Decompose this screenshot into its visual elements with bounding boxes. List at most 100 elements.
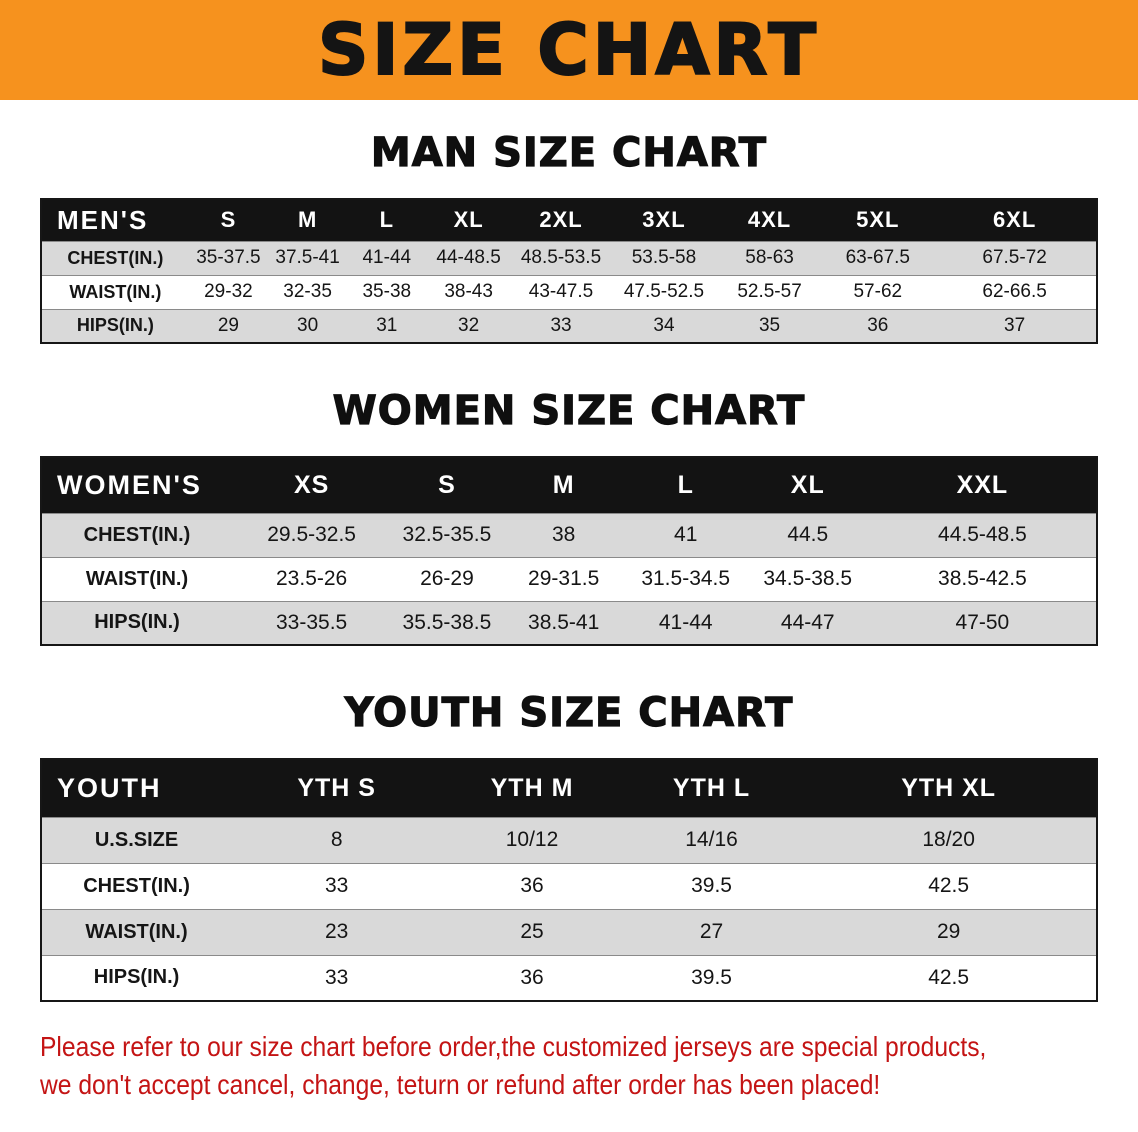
size-value-cell: 39.5 — [691, 874, 732, 897]
size-header-cell: 5XL — [822, 199, 934, 241]
size-value-cell: 31.5-34.5 — [641, 567, 731, 590]
measurement-row: U.S.SIZE 8 10/12 14/16 18/20 — [41, 817, 1097, 863]
size-value-cell: 29 — [217, 314, 239, 336]
header-row: WOMEN'S XS S M L XL XXL — [41, 457, 1097, 513]
row-label-cell: CHEST(IN.) — [83, 874, 190, 897]
size-header-cell: YTH XL — [801, 759, 1097, 817]
men-section-heading: MAN SIZE CHART — [370, 129, 768, 176]
size-header-cell: XXL — [868, 457, 1097, 513]
table-title-cell: MEN'S — [41, 199, 189, 241]
size-value-cell: 47-50 — [955, 610, 1010, 634]
size-value-cell: 33 — [324, 874, 349, 897]
size-value-cell: 35.5-38.5 — [402, 610, 492, 634]
size-header-cell: S — [188, 199, 269, 241]
size-value-cell: 8 — [330, 828, 343, 851]
women-size-table: WOMEN'S XS S M L XL XXL CHEST(IN.) 29.5-32.5 32.5… — [40, 456, 1098, 646]
row-label-cell: WAIST(IN.) — [85, 567, 189, 590]
size-value-cell: 14/16 — [685, 828, 738, 851]
size-value-cell: 26-29 — [420, 567, 474, 590]
measurement-row: CHEST(IN.) 33 36 39.5 42.5 — [41, 863, 1097, 909]
size-value-cell: 23 — [324, 920, 349, 943]
size-value-cell: 44.5-48.5 — [938, 523, 1027, 546]
size-header-cell: S — [391, 457, 503, 513]
youth-section-heading: YOUTH SIZE CHART — [344, 689, 794, 736]
size-header-cell: 2XL — [510, 199, 612, 241]
size-header-cell: YTH M — [442, 759, 622, 817]
row-label-cell: HIPS(IN.) — [76, 315, 154, 336]
size-value-cell: 35 — [758, 314, 781, 336]
measurement-row: WAIST(IN.) 29-32 32-35 35-38 38-43 43-47.5 47.… — [41, 275, 1097, 309]
size-value-cell: 62-66.5 — [982, 281, 1047, 302]
size-value-cell: 58-63 — [745, 247, 794, 268]
size-value-cell: 48.5-53.5 — [520, 247, 602, 268]
measurement-row: WAIST(IN.) 23.5-26 26-29 29-31.5 31.5-34.5 34… — [41, 557, 1097, 601]
size-value-cell: 41-44 — [658, 610, 713, 634]
size-header-cell: XS — [232, 457, 392, 513]
size-header-cell: L — [347, 199, 427, 241]
men-size-section: MAN SIZE CHART MEN'S S M L XL 2XL 3XL 4XL 5XL 6XL… — [0, 129, 1138, 344]
size-value-cell: 38 — [551, 523, 576, 546]
row-label-cell: WAIST(IN.) — [69, 281, 162, 302]
size-value-cell: 37.5-41 — [275, 247, 340, 268]
size-value-cell: 63-67.5 — [845, 247, 911, 268]
size-chart-banner: SIZE CHART — [0, 0, 1138, 100]
size-header-cell: XL — [746, 457, 869, 513]
size-value-cell: 44-48.5 — [436, 247, 501, 268]
row-label-cell: HIPS(IN.) — [94, 611, 180, 634]
row-label-cell: WAIST(IN.) — [85, 920, 188, 943]
size-value-cell: 35-37.5 — [196, 247, 261, 268]
size-value-cell: 29.5-32.5 — [267, 523, 356, 546]
size-value-cell: 41 — [674, 523, 698, 546]
row-label-cell: U.S.SIZE — [94, 828, 179, 851]
header-row: MEN'S S M L XL 2XL 3XL 4XL 5XL 6XL — [41, 199, 1097, 241]
footer-note-line2: we don't accept cancel, change, teturn o… — [40, 1068, 881, 1100]
size-value-cell: 44.5 — [787, 523, 829, 546]
size-value-cell: 67.5-72 — [982, 247, 1047, 268]
header-row: YOUTH YTH S YTH M YTH L YTH XL — [41, 759, 1097, 817]
size-value-cell: 42.5 — [928, 874, 970, 897]
size-value-cell: 33 — [550, 314, 572, 336]
men-size-table: MEN'S S M L XL 2XL 3XL 4XL 5XL 6XL CHEST(IN.) 35-37… — [40, 198, 1098, 344]
size-value-cell: 23.5-26 — [276, 567, 348, 590]
size-header-cell: M — [268, 199, 348, 241]
size-header-cell: 3XL — [611, 199, 717, 241]
size-value-cell: 38-43 — [444, 281, 493, 302]
measurement-row: CHEST(IN.) 29.5-32.5 32.5-35.5 38 41 44.5 44.5… — [41, 513, 1097, 557]
row-label-cell: CHEST(IN.) — [83, 523, 191, 546]
size-value-cell: 34 — [653, 314, 675, 336]
size-value-cell: 36 — [520, 965, 544, 989]
measurement-row: HIPS(IN.) 33 36 39.5 42.5 — [41, 955, 1097, 1001]
size-value-cell: 29-32 — [204, 281, 253, 302]
size-value-cell: 57-62 — [853, 281, 903, 302]
women-size-section: WOMEN SIZE CHART WOMEN'S XS S M L XL XXL CHEST(… — [0, 387, 1138, 646]
size-value-cell: 35-38 — [362, 281, 412, 302]
size-value-cell: 32-35 — [283, 281, 332, 302]
size-value-cell: 25 — [520, 920, 544, 943]
size-value-cell: 27 — [699, 920, 724, 943]
size-value-cell: 43-47.5 — [528, 281, 594, 302]
size-value-cell: 32 — [458, 314, 480, 336]
size-value-cell: 36 — [520, 874, 544, 897]
size-value-cell: 53.5-58 — [631, 247, 697, 268]
footer-note-line1: Please refer to our size chart before or… — [40, 1031, 987, 1062]
size-value-cell: 30 — [297, 314, 319, 336]
measurement-row: CHEST(IN.) 35-37.5 37.5-41 41-44 44-48.5 48.5… — [41, 241, 1097, 275]
size-value-cell: 47.5-52.5 — [623, 281, 705, 302]
size-value-cell: 37 — [1004, 314, 1026, 336]
size-header-cell: 6XL — [933, 199, 1097, 241]
measurement-row: WAIST(IN.) 23 25 27 29 — [41, 909, 1097, 955]
size-value-cell: 29 — [936, 920, 961, 943]
size-value-cell: 31 — [376, 314, 398, 336]
size-value-cell: 38.5-41 — [528, 610, 600, 634]
size-value-cell: 33 — [324, 965, 349, 989]
size-value-cell: 32.5-35.5 — [402, 523, 492, 546]
size-value-cell: 44-47 — [780, 610, 835, 634]
size-value-cell: 34.5-38.5 — [763, 567, 853, 590]
size-value-cell: 38.5-42.5 — [938, 567, 1027, 590]
row-label-cell: CHEST(IN.) — [67, 247, 164, 268]
size-value-cell: 52.5-57 — [737, 281, 802, 302]
youth-size-section: YOUTH SIZE CHART YOUTH YTH S YTH M YTH L YTH… — [0, 689, 1138, 1002]
table-title-cell: YOUTH — [41, 759, 232, 817]
size-value-cell: 42.5 — [928, 965, 970, 989]
size-value-cell: 18/20 — [922, 828, 975, 851]
